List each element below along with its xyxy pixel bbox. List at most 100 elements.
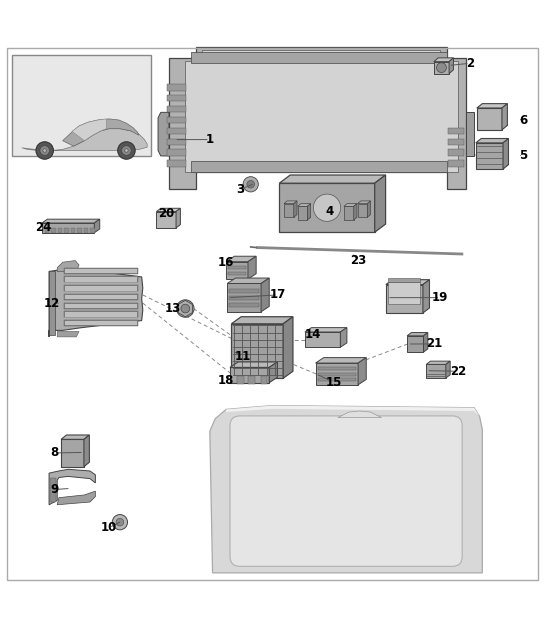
Polygon shape: [434, 58, 453, 62]
Text: 3: 3: [236, 183, 244, 196]
Bar: [64, 276, 138, 283]
Polygon shape: [57, 332, 79, 337]
Bar: [65, 295, 137, 300]
Polygon shape: [449, 58, 453, 73]
Polygon shape: [386, 279, 429, 284]
Polygon shape: [358, 203, 367, 217]
Bar: [51, 228, 56, 233]
Circle shape: [247, 180, 255, 188]
Polygon shape: [426, 364, 446, 378]
FancyBboxPatch shape: [230, 416, 462, 566]
Bar: [167, 127, 186, 134]
Text: 21: 21: [426, 337, 443, 350]
Bar: [65, 269, 137, 273]
Bar: [50, 477, 56, 502]
Polygon shape: [42, 219, 100, 223]
Polygon shape: [94, 219, 100, 233]
Bar: [228, 266, 246, 269]
Polygon shape: [283, 317, 293, 378]
Polygon shape: [386, 284, 423, 313]
Bar: [64, 303, 138, 308]
Polygon shape: [72, 119, 106, 141]
Polygon shape: [344, 203, 357, 207]
Bar: [228, 272, 246, 275]
Bar: [64, 268, 138, 274]
Polygon shape: [269, 362, 277, 382]
Polygon shape: [358, 357, 366, 385]
Polygon shape: [423, 279, 429, 313]
Text: 8: 8: [50, 447, 59, 460]
Polygon shape: [316, 357, 366, 363]
Bar: [318, 372, 356, 376]
Polygon shape: [502, 104, 507, 130]
Polygon shape: [176, 208, 180, 228]
Polygon shape: [426, 361, 450, 364]
Bar: [318, 378, 356, 381]
Polygon shape: [22, 129, 147, 151]
Bar: [191, 161, 447, 172]
Polygon shape: [407, 336, 423, 352]
Bar: [237, 376, 244, 384]
Polygon shape: [344, 207, 354, 220]
Polygon shape: [358, 201, 371, 203]
Bar: [229, 303, 259, 307]
Bar: [167, 149, 186, 156]
Polygon shape: [57, 261, 79, 271]
Polygon shape: [407, 333, 428, 336]
Bar: [229, 296, 259, 300]
Bar: [167, 139, 186, 145]
Polygon shape: [298, 203, 311, 207]
Text: 18: 18: [218, 374, 234, 387]
Polygon shape: [446, 361, 450, 378]
Polygon shape: [316, 363, 358, 385]
Circle shape: [112, 514, 128, 530]
Bar: [84, 228, 88, 233]
Polygon shape: [63, 119, 139, 146]
Polygon shape: [169, 47, 466, 188]
Polygon shape: [230, 362, 277, 367]
Text: 4: 4: [325, 205, 334, 218]
Polygon shape: [307, 203, 311, 220]
Text: 2: 2: [466, 57, 474, 70]
Circle shape: [177, 300, 194, 317]
Polygon shape: [57, 491, 95, 505]
Polygon shape: [226, 262, 248, 279]
Bar: [71, 228, 75, 233]
Polygon shape: [503, 139, 508, 169]
Bar: [65, 321, 137, 325]
Text: 1: 1: [206, 133, 214, 146]
Polygon shape: [284, 201, 297, 203]
Text: 22: 22: [450, 365, 466, 377]
Circle shape: [122, 146, 131, 155]
Text: 23: 23: [350, 254, 367, 267]
Bar: [65, 312, 137, 317]
Bar: [167, 117, 186, 123]
Polygon shape: [49, 271, 54, 335]
Polygon shape: [423, 333, 428, 352]
Polygon shape: [156, 208, 180, 212]
Bar: [64, 228, 69, 233]
Bar: [261, 376, 267, 384]
Text: 19: 19: [432, 291, 449, 304]
Polygon shape: [248, 256, 256, 279]
Polygon shape: [340, 328, 347, 347]
Polygon shape: [305, 328, 347, 332]
Polygon shape: [477, 104, 507, 108]
Text: 5: 5: [519, 149, 528, 163]
Bar: [64, 320, 138, 326]
Circle shape: [437, 63, 446, 73]
Bar: [448, 160, 464, 167]
Bar: [167, 160, 186, 167]
Polygon shape: [434, 62, 449, 73]
Circle shape: [118, 142, 135, 160]
Polygon shape: [185, 50, 458, 172]
Text: 15: 15: [325, 376, 342, 389]
Polygon shape: [156, 212, 176, 228]
Circle shape: [40, 146, 50, 155]
Polygon shape: [354, 203, 357, 220]
Bar: [167, 95, 186, 102]
Text: 14: 14: [305, 328, 322, 341]
Text: 12: 12: [44, 296, 60, 310]
Polygon shape: [280, 183, 375, 232]
Text: 6: 6: [519, 114, 528, 127]
